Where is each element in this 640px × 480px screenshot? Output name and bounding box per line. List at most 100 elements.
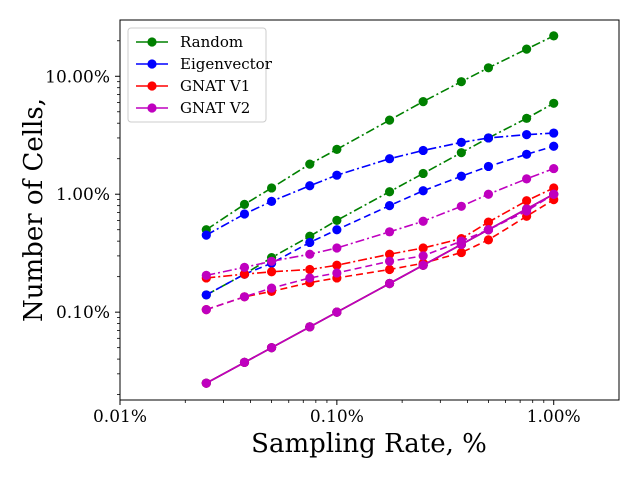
data-point: [549, 31, 559, 41]
legend-swatch-marker: [147, 81, 157, 91]
data-point: [549, 128, 559, 138]
data-point: [201, 305, 211, 315]
data-point: [418, 243, 428, 253]
data-point: [549, 141, 559, 151]
data-point: [456, 77, 466, 87]
data-point: [522, 204, 532, 214]
data-point: [201, 290, 211, 300]
data-point: [456, 201, 466, 211]
data-point: [522, 130, 532, 140]
data-point: [305, 273, 315, 283]
data-point: [332, 260, 342, 270]
data-point: [483, 235, 494, 245]
data-point: [266, 267, 277, 277]
data-point: [384, 256, 395, 266]
data-point: [522, 44, 532, 54]
data-point: [305, 264, 315, 275]
series-0: [201, 31, 559, 235]
data-point: [266, 283, 277, 293]
data-point: [201, 270, 211, 280]
legend-swatch-marker: [147, 37, 157, 47]
data-point: [239, 199, 250, 209]
data-point: [332, 170, 342, 180]
data-point: [418, 260, 428, 270]
data-point: [384, 154, 395, 164]
data-point: [483, 225, 494, 235]
data-point: [201, 378, 211, 388]
data-point: [483, 161, 494, 172]
data-point: [384, 115, 395, 125]
series-10: [201, 189, 559, 315]
legend-swatch-marker: [147, 103, 157, 113]
data-point: [384, 249, 395, 259]
data-point: [456, 137, 466, 147]
data-point: [266, 343, 277, 353]
legend-item: Random: [136, 33, 243, 51]
legend: Random Eigenvector GNAT V1 GNAT V2: [127, 27, 273, 123]
data-point: [418, 186, 428, 196]
data-point: [305, 322, 315, 332]
data-point: [266, 256, 277, 266]
axis-layer: 0.01% 0.10% 1.00% 0.10% 1.00% 10.00%: [45, 40, 581, 427]
series-layer: [201, 31, 559, 388]
data-point: [483, 133, 494, 143]
data-point: [418, 145, 428, 156]
data-point: [549, 98, 559, 108]
data-point: [384, 264, 395, 275]
x-tick-label: 0.10%: [310, 407, 364, 427]
data-point: [456, 247, 466, 258]
data-point: [456, 148, 466, 158]
data-point: [266, 183, 277, 193]
data-point: [332, 268, 342, 278]
data-point: [456, 239, 466, 250]
data-point: [483, 217, 494, 227]
legend-item: GNAT V1: [136, 77, 250, 95]
data-point: [332, 225, 342, 235]
data-point: [239, 262, 250, 272]
data-point: [384, 187, 395, 197]
data-point: [384, 278, 395, 289]
series-6: [201, 183, 559, 283]
data-point: [384, 201, 395, 211]
x-tick-label: 0.01%: [93, 407, 147, 427]
data-point: [418, 168, 428, 179]
data-point: [522, 113, 532, 123]
series-3: [201, 128, 559, 240]
data-point: [483, 63, 494, 73]
data-point: [549, 189, 559, 199]
data-point: [305, 181, 315, 191]
legend-label: Eigenvector: [180, 55, 273, 73]
x-axis-label: Sampling Rate, %: [251, 429, 487, 459]
y-tick-label: 0.10%: [56, 303, 110, 323]
series-11: [201, 189, 559, 388]
legend-label: GNAT V1: [180, 77, 250, 95]
data-point: [522, 149, 532, 159]
data-point: [239, 209, 250, 219]
series-9: [201, 163, 559, 280]
legend-swatch-marker: [147, 59, 157, 69]
data-point: [332, 144, 342, 154]
data-point: [418, 96, 428, 107]
data-point: [522, 174, 532, 184]
data-point: [239, 357, 250, 367]
data-point: [201, 230, 211, 240]
data-point: [549, 163, 559, 174]
data-point: [305, 249, 315, 259]
data-point: [456, 171, 466, 181]
legend-box: [127, 27, 267, 123]
plot-frame: [119, 19, 620, 401]
legend-item: Eigenvector: [136, 55, 273, 73]
data-point: [332, 215, 342, 225]
legend-label: Random: [180, 33, 243, 51]
data-point: [418, 251, 428, 261]
data-point: [239, 269, 250, 279]
legend-label: GNAT V2: [180, 99, 250, 117]
data-point: [418, 216, 428, 226]
data-point: [266, 196, 277, 206]
data-point: [483, 189, 494, 199]
legend-item: GNAT V2: [136, 99, 250, 117]
series-line: [206, 187, 555, 279]
data-point: [305, 159, 315, 169]
y-axis-label: Number of Cells,: [19, 98, 49, 322]
